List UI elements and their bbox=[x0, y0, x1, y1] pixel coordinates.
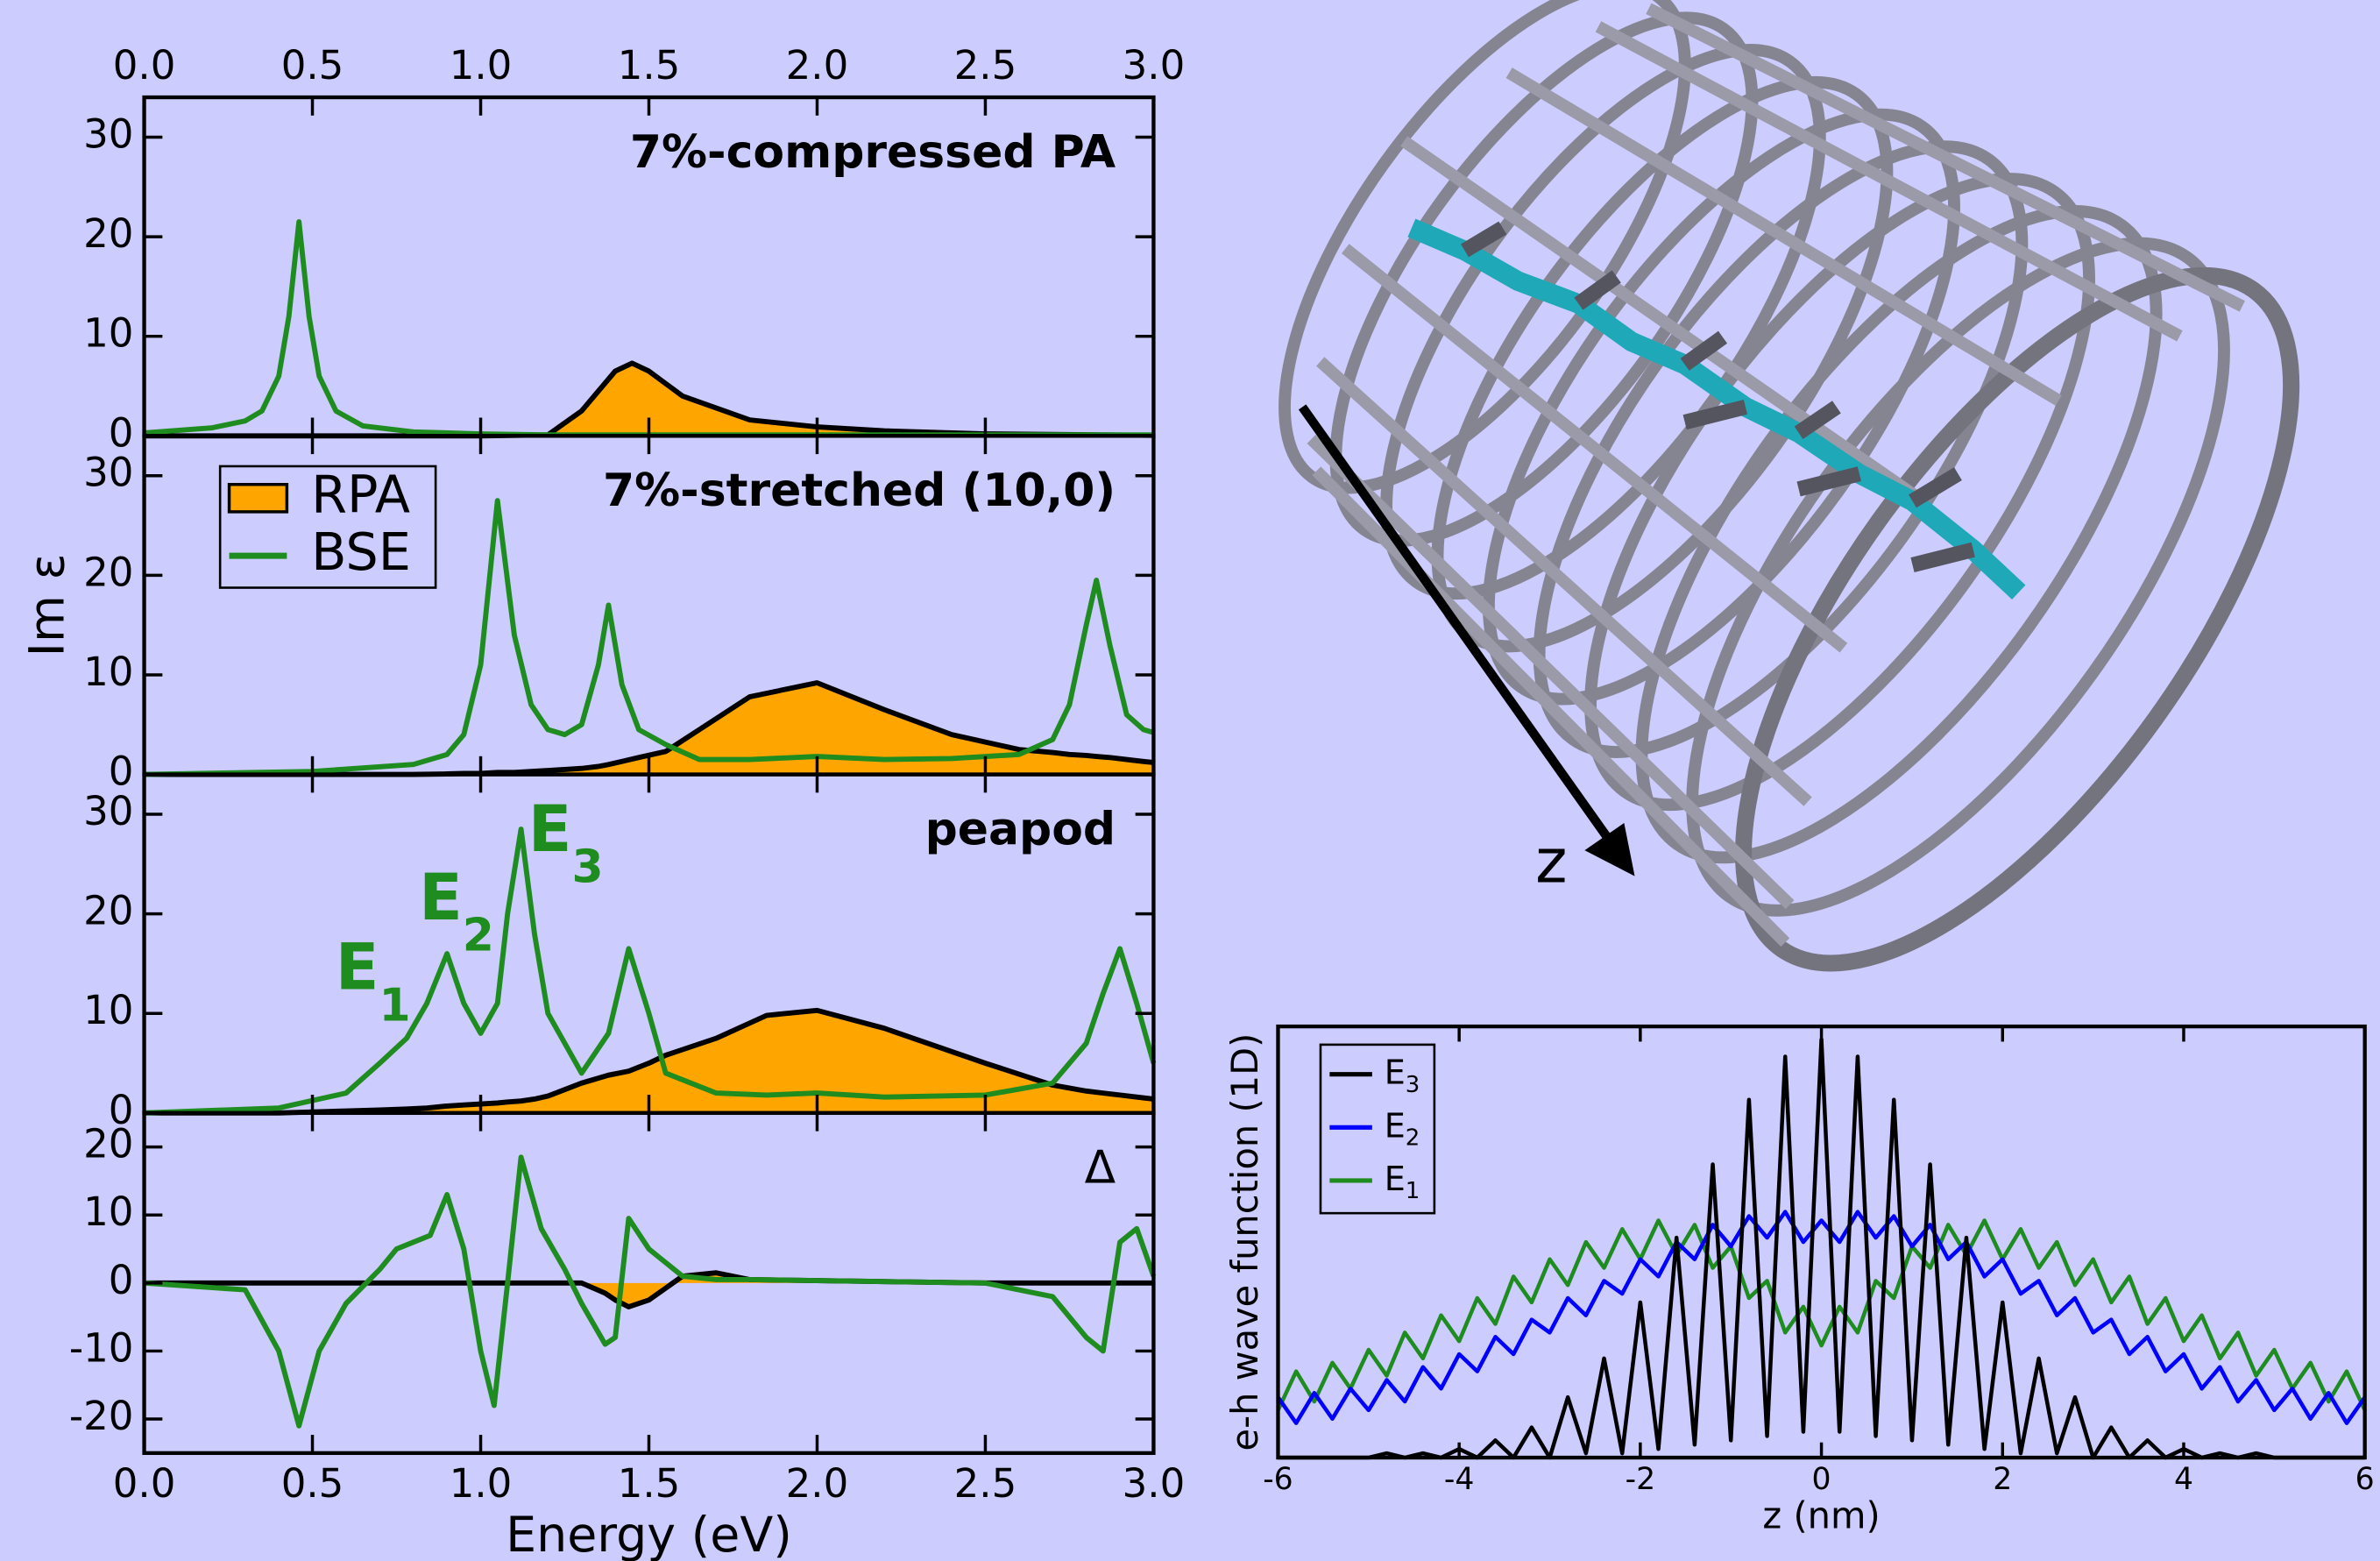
line bbox=[144, 1007, 1154, 1116]
panel: -6 -4 -2 0 2 4 6z (nm)e-h wave function (1D) E3… bbox=[1223, 1024, 2375, 1536]
x-tick-label: 6 bbox=[2355, 1462, 2375, 1497]
legend-label: E3 bbox=[1385, 1053, 1420, 1097]
axis-arrow bbox=[1298, 404, 1613, 843]
annotation-text: E bbox=[528, 792, 572, 867]
panel: 0 10 20 30 0.0 0.5 1.0 1.5 2.0 2.5 3.07%-compresse… bbox=[83, 42, 1185, 456]
x-tick-label: -6 bbox=[1263, 1462, 1293, 1497]
y-tick-label: 20 bbox=[83, 549, 133, 595]
x-tick-label: 1.0 bbox=[450, 1460, 513, 1507]
y-tick-label: 0 bbox=[109, 1087, 134, 1133]
area bbox=[144, 683, 1154, 775]
x-axis-label: z (nm) bbox=[1762, 1494, 1880, 1536]
area bbox=[144, 1273, 1154, 1307]
line bbox=[144, 1154, 1157, 1429]
y-tick-label: 20 bbox=[83, 1121, 133, 1167]
tube-ring bbox=[1584, 173, 2095, 812]
annotation-subscript: 1 bbox=[379, 979, 411, 1032]
panel-title: 7%-compressed PA bbox=[630, 126, 1116, 179]
x-tick-label: 0.5 bbox=[281, 42, 344, 89]
tube-ring bbox=[1635, 205, 2163, 864]
legend-name: RPA bbox=[311, 464, 410, 524]
area bbox=[144, 363, 1154, 436]
x-tick-label: 2.5 bbox=[954, 1460, 1017, 1507]
legend-name: E bbox=[1385, 1053, 1406, 1091]
chain-bonds bbox=[1461, 221, 1975, 572]
y-tick-label: 10 bbox=[83, 1188, 133, 1235]
nanotube-illustration: z bbox=[1279, 0, 2300, 972]
y-tick-label: 0 bbox=[109, 1257, 134, 1303]
x-tick-label: 2.0 bbox=[786, 42, 849, 89]
x-tick-label: 2.5 bbox=[954, 42, 1017, 89]
peak-annotation: E1 bbox=[336, 931, 411, 1032]
panel-title: 7%-stretched (10,0) bbox=[603, 465, 1116, 517]
x-tick-label: -2 bbox=[1626, 1462, 1656, 1497]
legend-subscript: 3 bbox=[1406, 1071, 1420, 1097]
x-tick-label: 2.0 bbox=[786, 1460, 849, 1507]
y-tick-label: 10 bbox=[83, 649, 133, 695]
peak-annotation: E3 bbox=[528, 792, 604, 894]
x-axis-label: Energy (eV) bbox=[506, 1508, 792, 1561]
annotation-subscript: 2 bbox=[463, 910, 494, 962]
x-tick-label: 0 bbox=[1812, 1462, 1831, 1497]
x-tick-label: 0.0 bbox=[113, 1460, 176, 1507]
annotation-text: E bbox=[419, 861, 463, 935]
x-tick-label: 3.0 bbox=[1123, 42, 1186, 89]
y-tick-label: 30 bbox=[83, 450, 133, 496]
x-tick-label: 1.5 bbox=[618, 42, 681, 89]
panel: -20 -10 0 10 20 0.0 0.5 1.0 1.5 2.0 2.5 3.0 Δ Energy … bbox=[69, 1110, 1186, 1561]
y-tick-label: 30 bbox=[83, 110, 133, 157]
x-tick-label: 1.0 bbox=[450, 42, 513, 89]
arrow-head bbox=[1584, 823, 1635, 876]
line bbox=[1276, 1210, 2367, 1425]
y-tick-label: 30 bbox=[83, 788, 133, 834]
legend-subscript: 1 bbox=[1406, 1178, 1420, 1204]
line bbox=[144, 498, 1155, 777]
axis-label: z bbox=[1535, 827, 1567, 898]
x-tick-label: 0.5 bbox=[281, 1460, 344, 1507]
legend-box bbox=[1319, 1043, 1436, 1215]
legend-name: E bbox=[1385, 1159, 1406, 1197]
y-tick-label: 10 bbox=[83, 310, 133, 357]
y-tick-label: -10 bbox=[69, 1324, 134, 1371]
line bbox=[144, 827, 1157, 1116]
legend-name: E bbox=[1385, 1106, 1406, 1145]
legend-box bbox=[218, 465, 437, 589]
x-tick-label: 4 bbox=[2174, 1462, 2193, 1497]
y-tick-label: 20 bbox=[83, 888, 133, 934]
y-tick-label: 0 bbox=[109, 409, 134, 456]
legend-label: RPA bbox=[311, 464, 410, 524]
legend-label: BSE bbox=[311, 522, 411, 582]
chain bbox=[1407, 218, 2026, 600]
annotation-text: E bbox=[336, 931, 379, 1005]
x-tick-label: 1.5 bbox=[618, 1460, 681, 1507]
tube-bonds bbox=[1307, 3, 2245, 947]
panel-title: peapod bbox=[925, 803, 1116, 855]
panel-title: Δ bbox=[1085, 1142, 1116, 1195]
x-tick-label: 3.0 bbox=[1123, 1460, 1186, 1507]
y-tick-label: 20 bbox=[83, 210, 133, 257]
y-tick-label: -20 bbox=[69, 1393, 134, 1439]
x-tick-label: 2 bbox=[1993, 1462, 2012, 1497]
y-axis-label: Im ε bbox=[19, 554, 75, 657]
x-tick-label: 0.0 bbox=[113, 42, 176, 89]
x-tick-label: -4 bbox=[1444, 1462, 1475, 1497]
legend-name: BSE bbox=[311, 522, 411, 582]
y-axis-label: e-h wave function (1D) bbox=[1223, 1033, 1266, 1451]
tube-rim bbox=[1735, 266, 2300, 972]
legend-swatch bbox=[227, 483, 289, 514]
annotation-subscript: 3 bbox=[571, 841, 603, 894]
y-tick-label: 10 bbox=[83, 987, 133, 1033]
line bbox=[1276, 1218, 2367, 1411]
peak-annotation: E2 bbox=[419, 861, 494, 962]
y-tick-label: 0 bbox=[109, 749, 134, 795]
legend-subscript: 2 bbox=[1406, 1125, 1420, 1151]
legend-label: E1 bbox=[1385, 1159, 1420, 1203]
legend-label: E2 bbox=[1385, 1106, 1420, 1151]
line bbox=[144, 1270, 1154, 1309]
